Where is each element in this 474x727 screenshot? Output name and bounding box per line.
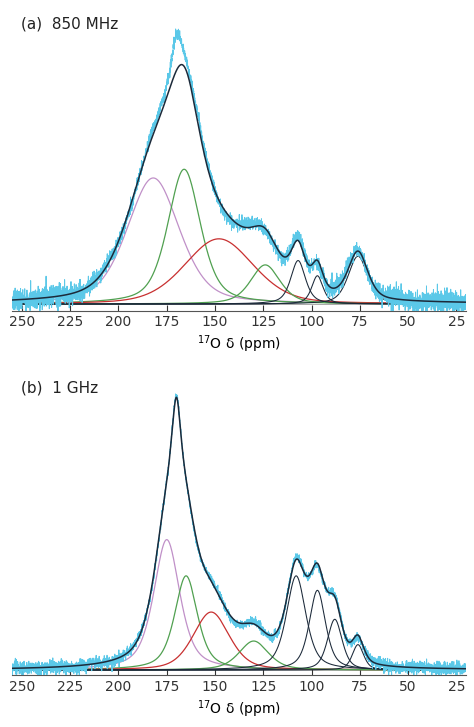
X-axis label: $^{17}$O δ (ppm): $^{17}$O δ (ppm)	[197, 334, 281, 356]
Text: (a)  850 MHz: (a) 850 MHz	[21, 16, 118, 31]
X-axis label: $^{17}$O δ (ppm): $^{17}$O δ (ppm)	[197, 699, 281, 720]
Text: (b)  1 GHz: (b) 1 GHz	[21, 381, 99, 396]
